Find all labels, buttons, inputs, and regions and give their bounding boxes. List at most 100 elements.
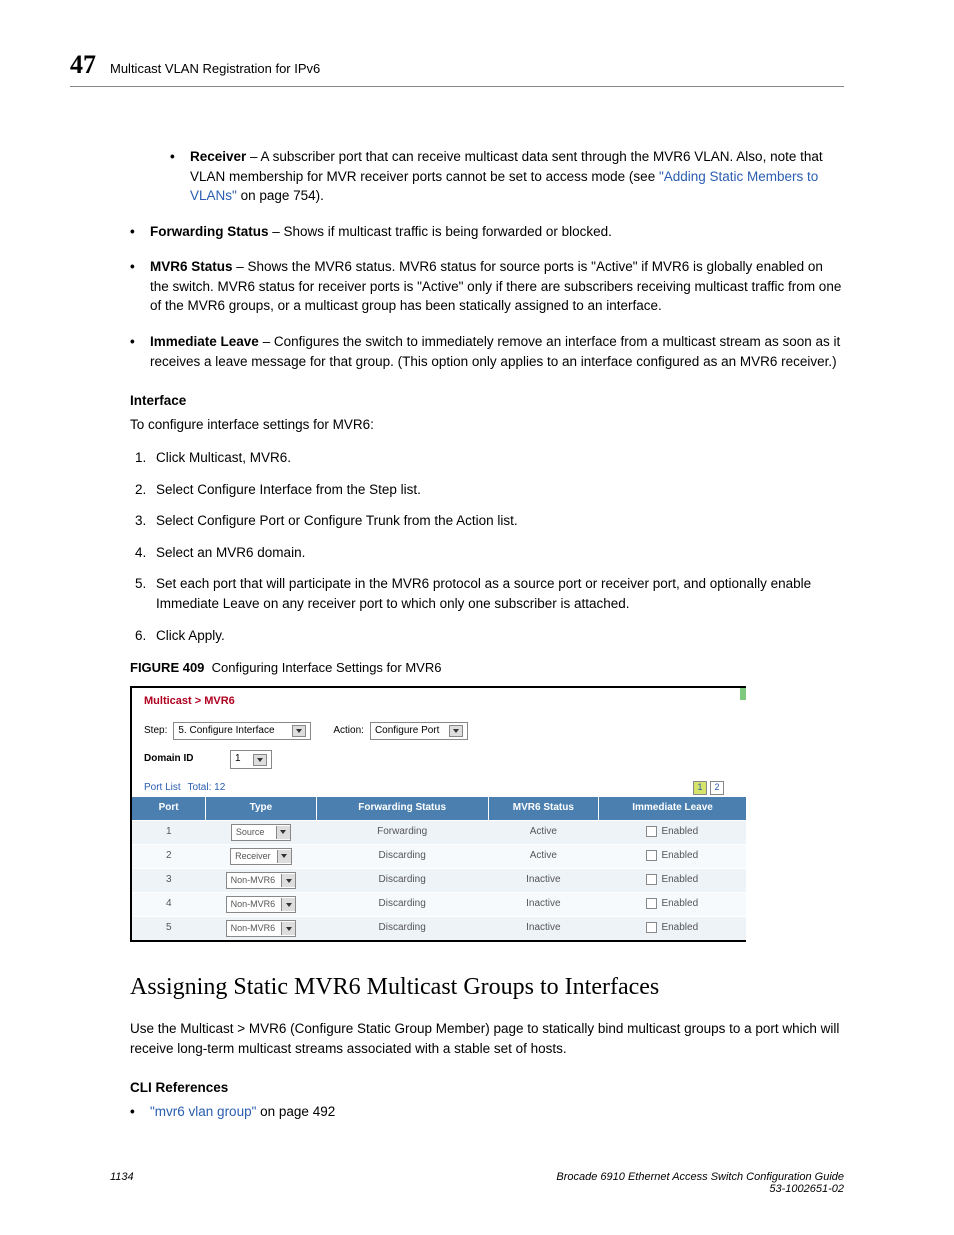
cell-port: 1 bbox=[132, 820, 206, 844]
page-header: 47 Multicast VLAN Registration for IPv6 bbox=[70, 50, 844, 87]
pager-page-1[interactable]: 1 bbox=[693, 781, 707, 795]
table-row: 2 Receiver DiscardingActiveEnabled bbox=[132, 844, 746, 868]
table-row: 5Non-MVR6DiscardingInactiveEnabled bbox=[132, 917, 746, 941]
cell-type: Non-MVR6 bbox=[206, 893, 317, 917]
immediate-leave-checkbox[interactable] bbox=[646, 898, 657, 909]
portlist-total: 12 bbox=[214, 782, 225, 793]
text: – Shows if multicast traffic is being fo… bbox=[269, 224, 612, 239]
pager: 1 2 bbox=[693, 781, 734, 795]
domain-select[interactable]: 1 bbox=[230, 750, 272, 769]
portlist-label: Port List bbox=[144, 782, 181, 793]
domain-value: 1 bbox=[235, 752, 249, 767]
col-status: MVR6 Status bbox=[488, 797, 599, 820]
chapter-number: 47 bbox=[70, 50, 96, 80]
chapter-title: Multicast VLAN Registration for IPv6 bbox=[110, 61, 320, 76]
figure-screenshot: Multicast > MVR6 Step: 5. Configure Inte… bbox=[130, 686, 746, 942]
step-label: Step: bbox=[144, 724, 167, 739]
cell-port: 2 bbox=[132, 844, 206, 868]
col-type: Type bbox=[206, 797, 317, 820]
cell-port: 4 bbox=[132, 893, 206, 917]
text: – Shows the MVR6 status. MVR6 status for… bbox=[150, 259, 841, 313]
book-title: Brocade 6910 Ethernet Access Switch Conf… bbox=[556, 1171, 844, 1183]
cell-fwd: Discarding bbox=[316, 917, 488, 941]
cell-fwd: Discarding bbox=[316, 893, 488, 917]
interface-heading: Interface bbox=[130, 391, 844, 411]
step-select[interactable]: 5. Configure Interface bbox=[173, 722, 311, 741]
table-header-row: Port Type Forwarding Status MVR6 Status … bbox=[132, 797, 746, 820]
interface-steps: Click Multicast, MVR6. Select Configure … bbox=[150, 448, 844, 645]
footer-right: Brocade 6910 Ethernet Access Switch Conf… bbox=[556, 1171, 844, 1195]
type-select[interactable]: Receiver bbox=[230, 848, 292, 865]
step-3: Select Configure Port or Configure Trunk… bbox=[150, 511, 844, 531]
chevron-down-icon bbox=[253, 754, 267, 766]
section-para: Use the Multicast > MVR6 (Configure Stat… bbox=[130, 1019, 844, 1058]
cell-port: 5 bbox=[132, 917, 206, 941]
domain-label: Domain ID bbox=[144, 752, 224, 767]
chevron-down-icon bbox=[277, 850, 291, 863]
chevron-down-icon bbox=[292, 725, 306, 737]
col-port: Port bbox=[132, 797, 206, 820]
figure-number: FIGURE 409 bbox=[130, 660, 204, 675]
type-select[interactable]: Non-MVR6 bbox=[226, 896, 297, 913]
cell-imm: Enabled bbox=[599, 844, 746, 868]
cell-type: Non-MVR6 bbox=[206, 869, 317, 893]
portlist-header: Port List Total: 12 1 2 bbox=[132, 777, 746, 798]
breadcrumb: Multicast > MVR6 bbox=[132, 688, 746, 720]
scrollbar-indicator[interactable] bbox=[740, 688, 746, 700]
portlist-total-label: Total: bbox=[187, 782, 211, 793]
cell-fwd: Discarding bbox=[316, 844, 488, 868]
step-5: Set each port that will participate in t… bbox=[150, 574, 844, 613]
action-value: Configure Port bbox=[375, 724, 445, 739]
type-select[interactable]: Non-MVR6 bbox=[226, 872, 297, 889]
chevron-down-icon bbox=[449, 725, 463, 737]
type-select[interactable]: Non-MVR6 bbox=[226, 920, 297, 937]
col-imm: Immediate Leave bbox=[599, 797, 746, 820]
cli-references-heading: CLI References bbox=[130, 1078, 844, 1098]
cell-imm: Enabled bbox=[599, 869, 746, 893]
cell-status: Inactive bbox=[488, 869, 599, 893]
cell-fwd: Discarding bbox=[316, 869, 488, 893]
label: Receiver bbox=[190, 149, 246, 164]
bullet-immediate-leave: Immediate Leave – Configures the switch … bbox=[110, 332, 844, 371]
type-select[interactable]: Source bbox=[231, 824, 291, 841]
label: Forwarding Status bbox=[150, 224, 269, 239]
bullet-receiver: Receiver – A subscriber port that can re… bbox=[110, 147, 844, 206]
chevron-down-icon bbox=[281, 874, 295, 887]
section-heading: Assigning Static MVR6 Multicast Groups t… bbox=[130, 970, 844, 1005]
immediate-leave-checkbox[interactable] bbox=[646, 874, 657, 885]
pager-page-2[interactable]: 2 bbox=[710, 781, 724, 795]
body-content: Receiver – A subscriber port that can re… bbox=[110, 147, 844, 1121]
cell-type: Receiver bbox=[206, 844, 317, 868]
chevron-down-icon bbox=[281, 898, 295, 911]
immediate-leave-checkbox[interactable] bbox=[646, 922, 657, 933]
cell-imm: Enabled bbox=[599, 820, 746, 844]
page-footer: 1134 Brocade 6910 Ethernet Access Switch… bbox=[110, 1171, 844, 1195]
cli-after: on page 492 bbox=[256, 1104, 335, 1119]
chevron-down-icon bbox=[276, 826, 290, 839]
step-value: 5. Configure Interface bbox=[178, 724, 288, 739]
immediate-leave-checkbox[interactable] bbox=[646, 850, 657, 861]
domain-row: Domain ID 1 bbox=[132, 748, 746, 777]
cell-type: Source bbox=[206, 820, 317, 844]
page-number: 1134 bbox=[110, 1171, 134, 1195]
link-mvr6-vlan-group[interactable]: "mvr6 vlan group" bbox=[150, 1104, 256, 1119]
text-after: on page 754). bbox=[237, 188, 324, 203]
cell-status: Active bbox=[488, 820, 599, 844]
table-row: 3Non-MVR6DiscardingInactiveEnabled bbox=[132, 869, 746, 893]
label: Immediate Leave bbox=[150, 334, 259, 349]
interface-intro: To configure interface settings for MVR6… bbox=[130, 415, 844, 435]
bullet-mvr6-status: MVR6 Status – Shows the MVR6 status. MVR… bbox=[110, 257, 844, 316]
col-fwd: Forwarding Status bbox=[316, 797, 488, 820]
bullet-forwarding-status: Forwarding Status – Shows if multicast t… bbox=[110, 222, 844, 242]
bullet-cli-ref: "mvr6 vlan group" on page 492 bbox=[110, 1102, 844, 1122]
immediate-leave-checkbox[interactable] bbox=[646, 826, 657, 837]
table-row: 4Non-MVR6DiscardingInactiveEnabled bbox=[132, 893, 746, 917]
step-action-row: Step: 5. Configure Interface Action: Con… bbox=[132, 720, 746, 749]
cell-status: Active bbox=[488, 844, 599, 868]
action-select[interactable]: Configure Port bbox=[370, 722, 468, 741]
cell-status: Inactive bbox=[488, 893, 599, 917]
step-1: Click Multicast, MVR6. bbox=[150, 448, 844, 468]
cell-fwd: Forwarding bbox=[316, 820, 488, 844]
cell-type: Non-MVR6 bbox=[206, 917, 317, 941]
cell-status: Inactive bbox=[488, 917, 599, 941]
